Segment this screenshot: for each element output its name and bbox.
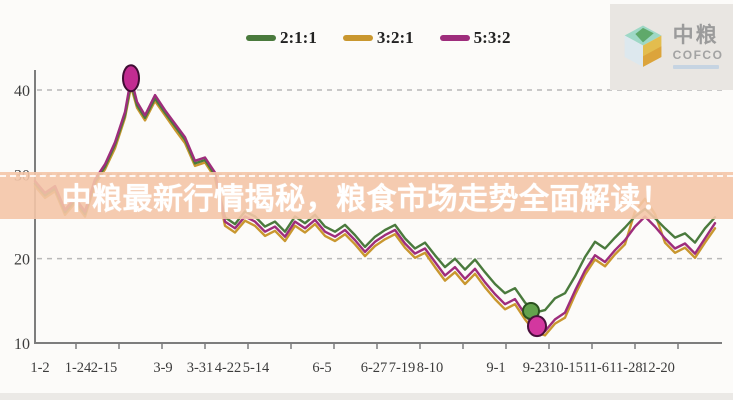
cofco-cube-icon (624, 25, 661, 67)
logo-name-cn: 中粮 (672, 24, 719, 47)
legend-item-5-3-2: 5:3:2 (439, 28, 511, 48)
svg-text:9-23: 9-23 (523, 360, 550, 376)
svg-text:20: 20 (14, 252, 30, 269)
svg-text:5-14: 5-14 (243, 360, 270, 376)
svg-text:3-9: 3-9 (153, 360, 172, 376)
logo-name-en: COFCO (672, 48, 724, 62)
legend-swatch-green-icon (246, 35, 276, 41)
headline-band: 中粮最新行情揭秘，粮食市场走势全面解读！ (0, 172, 733, 219)
svg-text:8-10: 8-10 (417, 360, 444, 376)
cofco-logo: 中粮 COFCO (610, 4, 733, 90)
svg-text:4-22: 4-22 (215, 360, 242, 376)
logo-slogan-line (672, 65, 719, 69)
legend-label: 5:3:2 (473, 28, 511, 47)
gridline-30-over-band (0, 175, 733, 177)
bottom-border-strip (0, 393, 733, 400)
svg-text:1-2: 1-2 (30, 360, 49, 376)
legend-swatch-magenta-icon (439, 35, 470, 41)
chart-legend: 2:1:1 3:2:1 5:3:2 (246, 28, 510, 48)
svg-text:12-20: 12-20 (641, 360, 675, 376)
legend-item-2-1-1: 2:1:1 (246, 28, 317, 48)
svg-text:3-31: 3-31 (187, 360, 214, 376)
svg-text:7-19: 7-19 (389, 360, 416, 376)
svg-text:10-15: 10-15 (549, 360, 583, 376)
svg-text:9-1: 9-1 (486, 360, 505, 376)
svg-text:10: 10 (14, 336, 30, 353)
svg-text:11-28: 11-28 (609, 360, 642, 376)
legend-item-3-2-1: 3:2:1 (342, 28, 414, 48)
headline-title: 中粮最新行情揭秘，粮食市场走势全面解读！ (61, 182, 672, 216)
svg-text:40: 40 (14, 83, 30, 100)
legend-label: 2:1:1 (280, 28, 317, 47)
svg-text:6-27: 6-27 (361, 360, 388, 376)
svg-text:6-5: 6-5 (312, 360, 331, 376)
legend-swatch-gold-icon (342, 35, 373, 41)
svg-text:11-6: 11-6 (583, 360, 609, 376)
svg-text:1-24: 1-24 (65, 360, 92, 376)
legend-label: 3:2:1 (376, 28, 414, 47)
svg-text:2-15: 2-15 (91, 360, 118, 376)
